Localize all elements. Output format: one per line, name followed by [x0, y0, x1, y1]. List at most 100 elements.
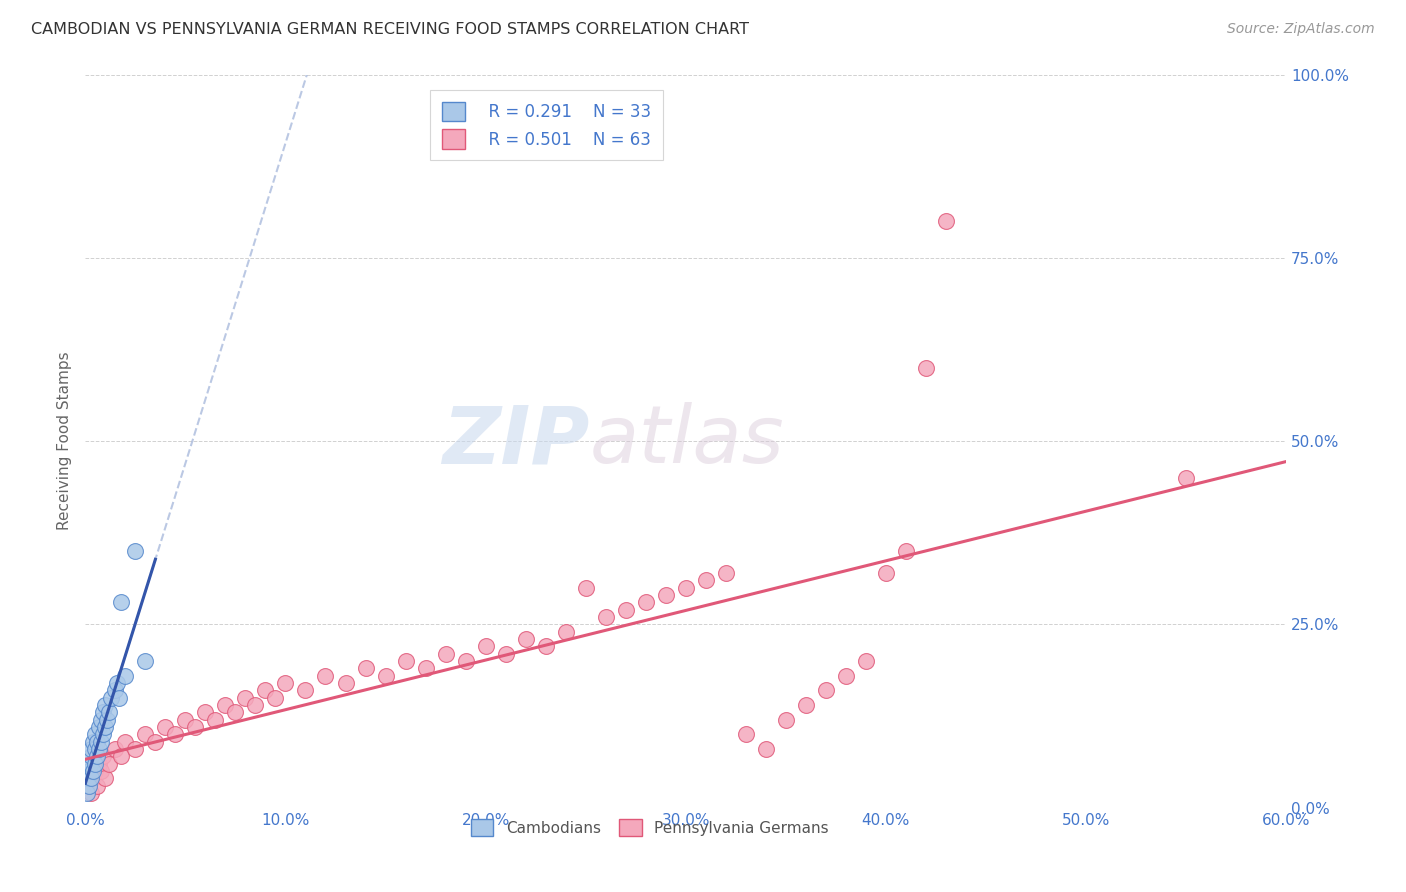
Point — [235, 690, 257, 705]
Point — [675, 581, 697, 595]
Point — [294, 683, 316, 698]
Point — [100, 690, 122, 705]
Point — [935, 214, 957, 228]
Point — [875, 566, 897, 581]
Point — [110, 749, 132, 764]
Point — [124, 742, 146, 756]
Point — [224, 706, 246, 720]
Point — [134, 727, 156, 741]
Point — [79, 779, 101, 793]
Point — [374, 669, 396, 683]
Point — [855, 654, 877, 668]
Point — [695, 574, 717, 588]
Point — [76, 786, 98, 800]
Point — [315, 669, 337, 683]
Y-axis label: Receiving Food Stamps: Receiving Food Stamps — [58, 351, 72, 531]
Point — [415, 661, 437, 675]
Point — [614, 603, 637, 617]
Point — [90, 713, 112, 727]
Point — [82, 772, 104, 786]
Point — [245, 698, 267, 712]
Point — [575, 581, 598, 595]
Point — [94, 772, 117, 786]
Point — [194, 706, 217, 720]
Point — [794, 698, 817, 712]
Point — [93, 749, 115, 764]
Point — [264, 690, 287, 705]
Point — [124, 544, 146, 558]
Point — [89, 756, 111, 771]
Point — [155, 720, 177, 734]
Point — [775, 713, 797, 727]
Point — [114, 669, 136, 683]
Point — [814, 683, 837, 698]
Text: ZIP: ZIP — [443, 402, 589, 480]
Point — [94, 698, 117, 712]
Point — [894, 544, 917, 558]
Point — [335, 676, 357, 690]
Point — [80, 786, 103, 800]
Point — [98, 706, 121, 720]
Point — [274, 676, 297, 690]
Point — [454, 654, 477, 668]
Point — [77, 772, 100, 786]
Point — [104, 742, 127, 756]
Point — [134, 654, 156, 668]
Point — [84, 756, 107, 771]
Point — [145, 735, 167, 749]
Point — [89, 742, 111, 756]
Point — [174, 713, 197, 727]
Point — [110, 595, 132, 609]
Point — [86, 735, 108, 749]
Point — [914, 360, 936, 375]
Text: Source: ZipAtlas.com: Source: ZipAtlas.com — [1227, 22, 1375, 37]
Point — [714, 566, 737, 581]
Point — [105, 676, 128, 690]
Point — [82, 764, 104, 778]
Point — [165, 727, 187, 741]
Point — [94, 720, 117, 734]
Point — [474, 640, 496, 654]
Point — [80, 749, 103, 764]
Point — [254, 683, 277, 698]
Point — [104, 683, 127, 698]
Point — [89, 720, 111, 734]
Point — [835, 669, 858, 683]
Point — [354, 661, 377, 675]
Point — [554, 624, 576, 639]
Point — [184, 720, 207, 734]
Point — [394, 654, 416, 668]
Point — [86, 749, 108, 764]
Point — [108, 690, 131, 705]
Point — [90, 735, 112, 749]
Point — [79, 779, 101, 793]
Point — [96, 713, 118, 727]
Point — [214, 698, 236, 712]
Point — [86, 779, 108, 793]
Point — [79, 756, 101, 771]
Point — [634, 595, 657, 609]
Point — [80, 772, 103, 786]
Point — [98, 756, 121, 771]
Point — [84, 764, 107, 778]
Point — [204, 713, 226, 727]
Legend: Cambodians, Pennsylvania Germans: Cambodians, Pennsylvania Germans — [463, 811, 837, 844]
Point — [534, 640, 557, 654]
Point — [82, 735, 104, 749]
Point — [80, 742, 103, 756]
Point — [654, 588, 676, 602]
Point — [84, 742, 107, 756]
Point — [434, 647, 457, 661]
Point — [90, 764, 112, 778]
Text: atlas: atlas — [589, 402, 785, 480]
Point — [515, 632, 537, 646]
Text: CAMBODIAN VS PENNSYLVANIA GERMAN RECEIVING FOOD STAMPS CORRELATION CHART: CAMBODIAN VS PENNSYLVANIA GERMAN RECEIVI… — [31, 22, 749, 37]
Point — [595, 610, 617, 624]
Point — [93, 706, 115, 720]
Point — [93, 727, 115, 741]
Point — [84, 727, 107, 741]
Point — [114, 735, 136, 749]
Point — [79, 764, 101, 778]
Point — [734, 727, 756, 741]
Point — [495, 647, 517, 661]
